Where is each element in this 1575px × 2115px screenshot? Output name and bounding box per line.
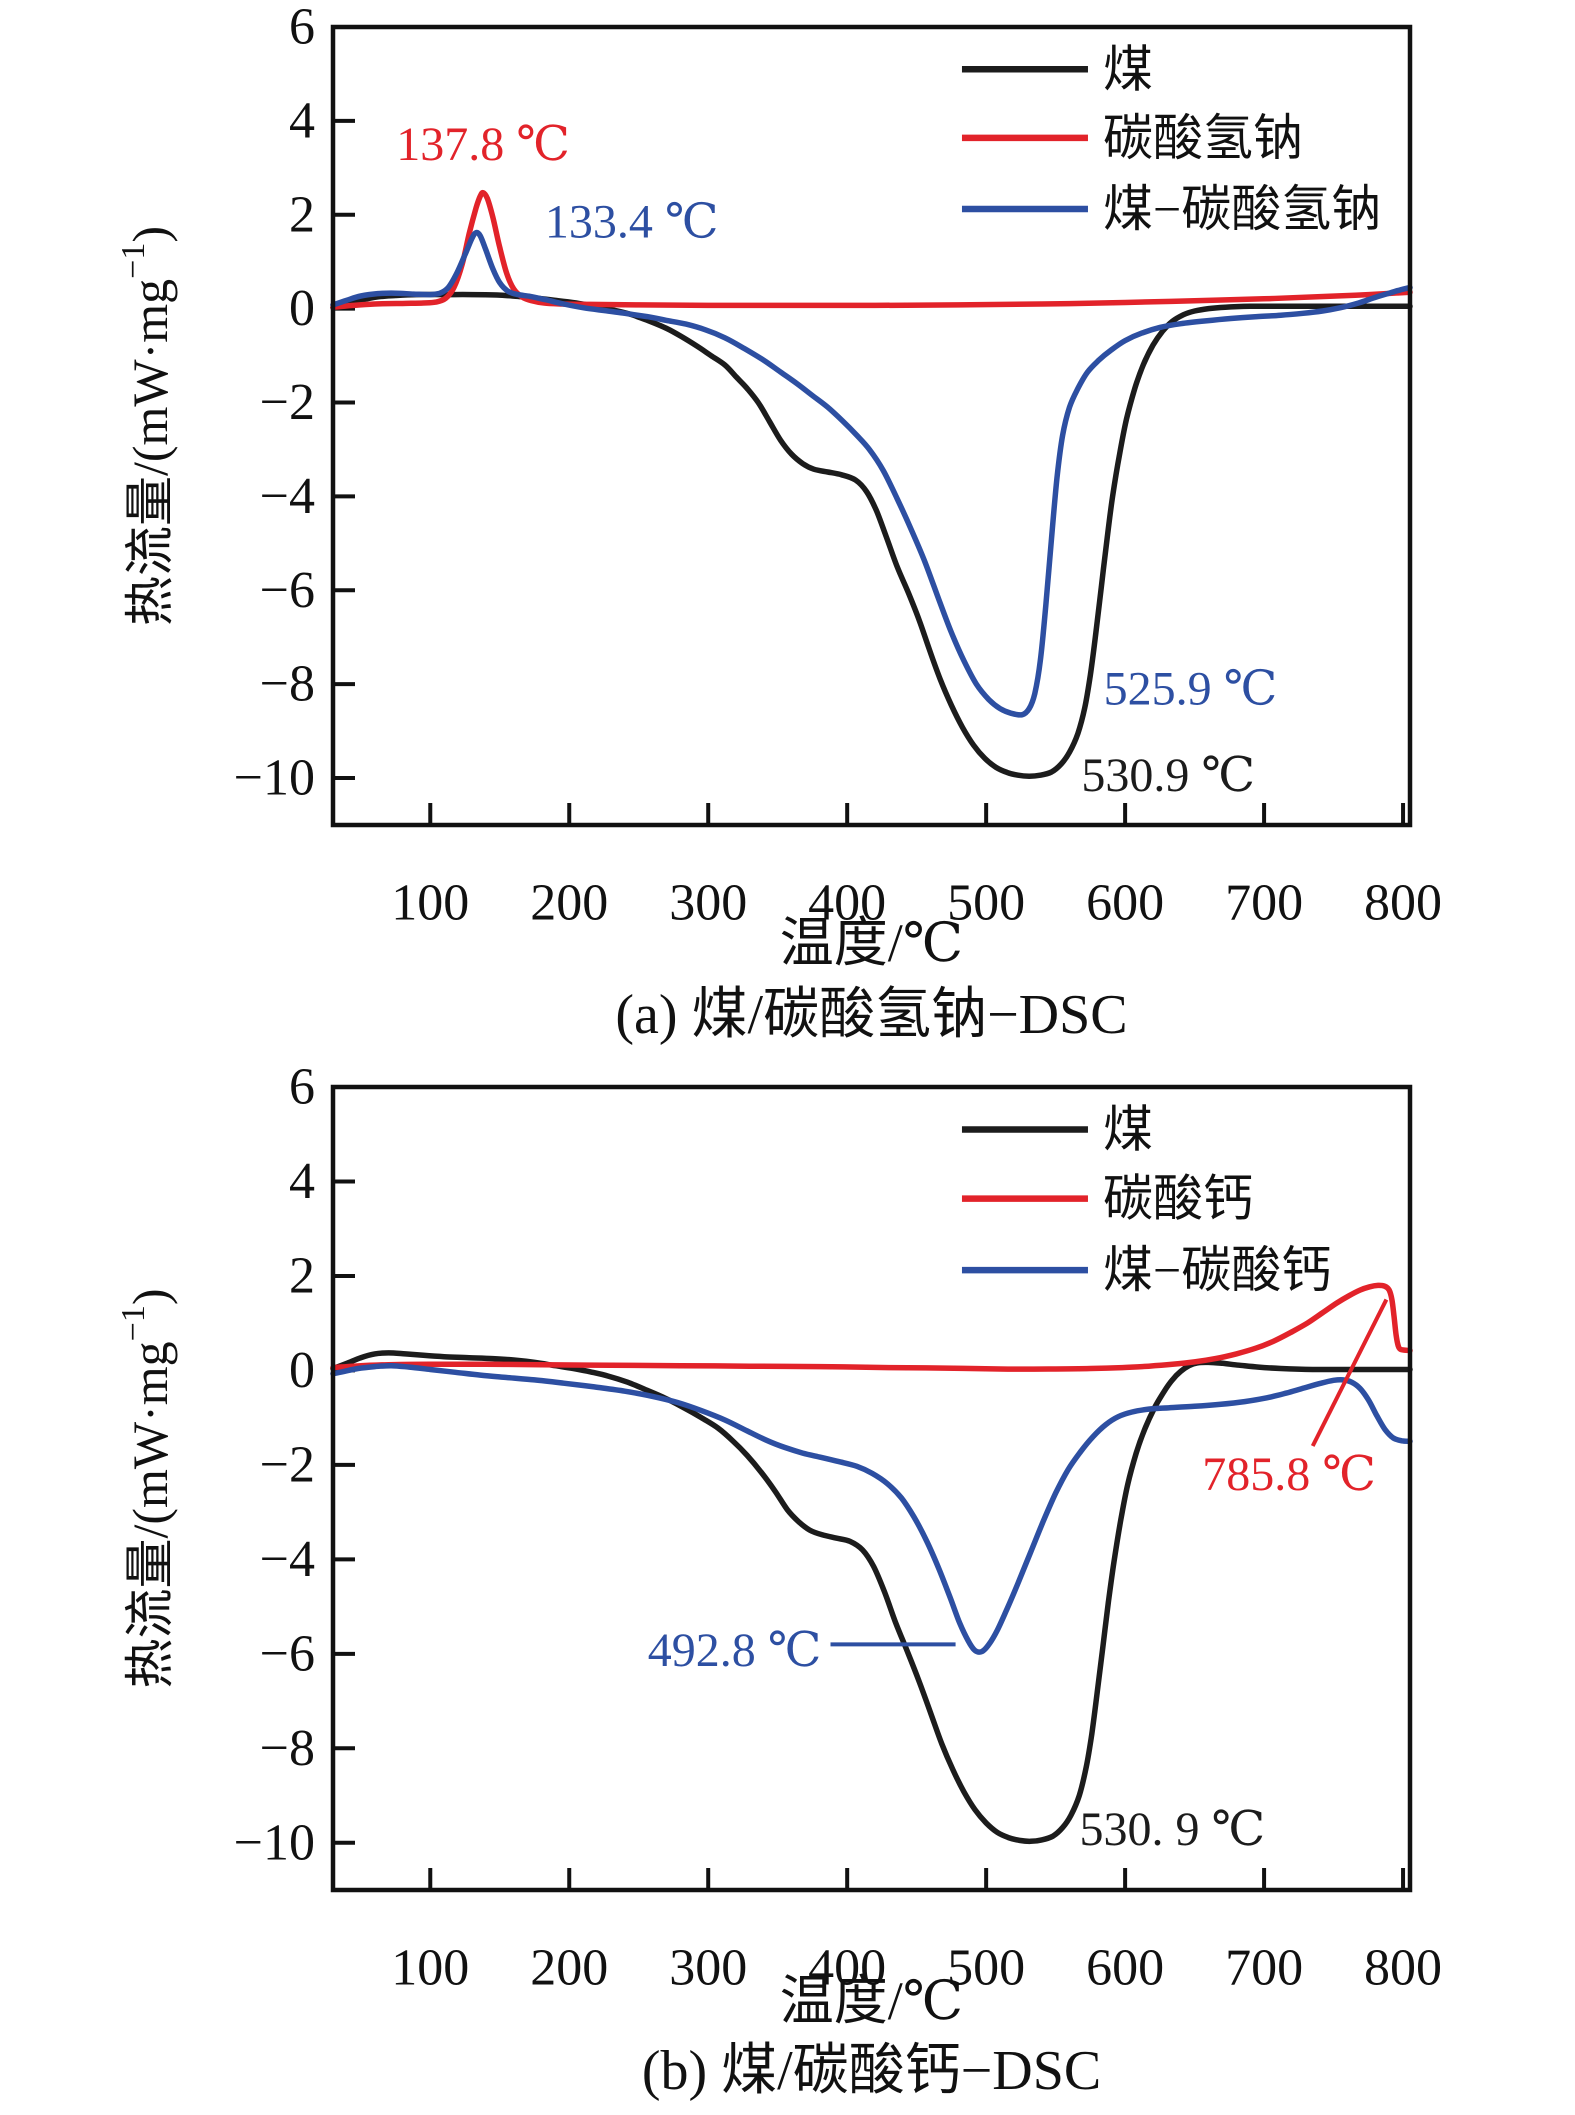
series-line-coal-sodium-bicarbonate [330,229,1413,718]
y-tick-label: −2 [260,1436,315,1493]
y-tick-label: −8 [260,1720,315,1777]
y-axis-title: 热流量/(mW·mg−1) [115,226,179,626]
chart-b-xlabel: 温度/℃ [779,1971,964,2031]
y-tick-label: 0 [289,280,315,337]
y-tick-label: 2 [289,186,315,243]
x-tick-label: 100 [391,875,469,932]
x-tick-label: 200 [530,1940,608,1997]
peak-temperature-label: 525.9 ℃ [1104,662,1278,715]
y-tick-label: −6 [260,562,315,619]
peak-temperature-label: 492.8 ℃ [648,1624,822,1677]
legend-label-coal: 煤 [1103,1102,1153,1158]
legend-label-sodium-bicarbonate: 碳酸氢钠 [1103,110,1303,166]
y-tick-label: 4 [289,92,315,149]
chart-a-xlabel: 温度/℃ [779,913,964,973]
chart-a-canvas: 6 4 2 0 −2 −4 −6 −8 −10 100 200 300 400 500 600 700 800 煤… [115,0,1443,932]
y-tick-label: −8 [260,656,315,713]
y-tick-label: −2 [260,374,315,431]
peak-temperature-label: 133.4 ℃ [545,195,719,248]
x-tick-label: 700 [1225,1940,1303,1997]
y-tick-label: 6 [289,0,315,56]
chart-b-canvas: 6 4 2 0 −2 −4 −6 −8 −10 100 200 300 400 500 600 700 800 煤… [115,1059,1443,1997]
y-tick-label: −4 [260,1531,315,1588]
annotation-leader-line [1310,1298,1389,1447]
x-tick-label: 500 [947,1940,1025,1997]
x-tick-label: 600 [1086,875,1164,932]
y-tick-label: −4 [260,468,315,525]
plot-frame [330,1084,1413,1893]
peak-temperature-label: 530. 9 ℃ [1080,1803,1266,1856]
y-tick-label: −10 [234,1814,315,1871]
legend-label-coal: 煤 [1103,41,1153,97]
x-tick-label: 100 [391,1940,469,1997]
chart-a-caption: (a) 煤/碳酸氢钠−DSC [615,984,1128,1046]
x-tick-label: 800 [1364,875,1442,932]
series-line-calcium-carbonate [330,1282,1413,1372]
x-tick-label: 500 [947,875,1025,932]
x-tick-label: 400 [808,875,886,932]
y-tick-label: 0 [289,1342,315,1399]
y-tick-label: −10 [234,750,315,807]
plot-frame [330,24,1413,828]
peak-temperature-label: 785.8 ℃ [1202,1448,1376,1501]
x-tick-label: 300 [669,875,747,932]
chart-b-caption: (b) 煤/碳酸钙−DSC [641,2040,1102,2102]
series-line-coal [330,1350,1413,1845]
peak-temperature-label: 137.8 ℃ [396,118,570,171]
x-tick-label: 300 [669,1940,747,1997]
x-tick-label: 600 [1086,1940,1164,1997]
series-line-coal-calcium-carbonate [330,1362,1413,1655]
y-tick-label: 6 [289,1059,315,1116]
legend-label-coal-calcium-carbonate: 煤−碳酸钙 [1103,1242,1331,1298]
y-tick-label: 4 [289,1153,315,1210]
legend-label-coal-sodium-bicarbonate: 煤−碳酸氢钠 [1103,181,1381,237]
x-tick-label: 400 [808,1940,886,1997]
peak-temperature-label: 530.9 ℃ [1081,749,1255,802]
legend-label-calcium-carbonate: 碳酸钙 [1103,1171,1253,1227]
x-tick-label: 200 [530,875,608,932]
y-tick-label: 2 [289,1247,315,1304]
x-tick-label: 800 [1364,1940,1442,1997]
x-tick-label: 700 [1225,875,1303,932]
y-tick-label: −6 [260,1625,315,1682]
y-axis-title: 热流量/(mW·mg−1) [115,1288,179,1688]
